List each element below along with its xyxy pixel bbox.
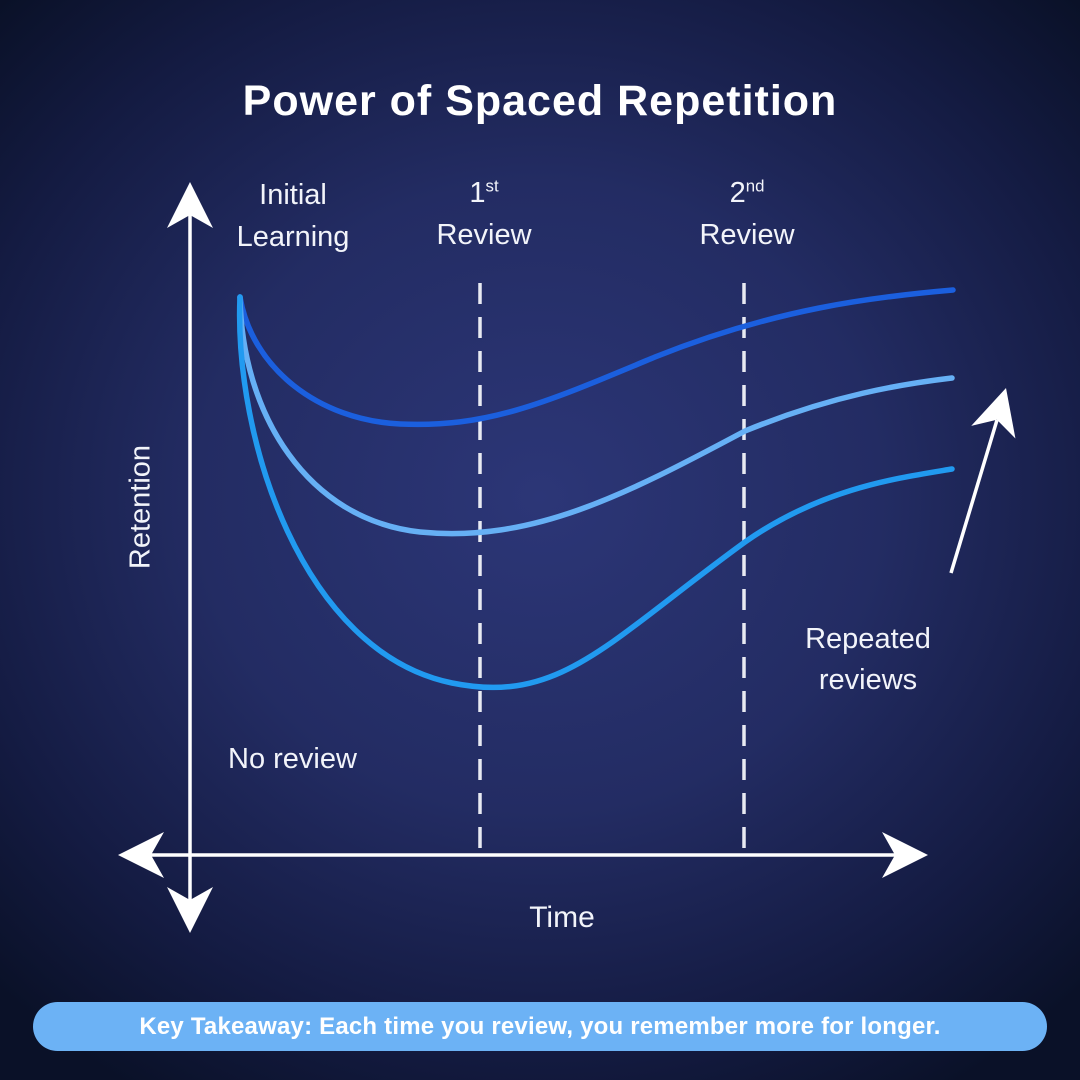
curve-no-review [236, 294, 955, 691]
page-title: Power of Spaced Repetition [242, 76, 838, 125]
x-axis-arrow [118, 832, 928, 878]
label-initial-learning: Initial Learning [236, 179, 350, 253]
x-axis-left-arrowhead-icon [118, 832, 164, 878]
y-axis-arrow [167, 182, 213, 933]
label-1st-review: 1st Review [436, 176, 532, 251]
y-axis-down-arrowhead-icon [167, 887, 213, 933]
key-takeaway-text: Key Takeaway: Each time you review, you … [139, 1012, 941, 1040]
key-takeaway-banner: Key Takeaway: Each time you review, you … [33, 1002, 1047, 1051]
label-2nd-review: 2nd Review [699, 176, 795, 251]
y-axis-label: Retention [124, 444, 157, 570]
y-axis-up-arrowhead-icon [167, 182, 213, 228]
curve-after-2nd-review [237, 287, 956, 428]
annotation-no-review: No review [228, 743, 357, 775]
curve-after-1st-review [237, 294, 955, 537]
x-axis-right-arrowhead-icon [882, 832, 928, 878]
annotation-repeated-reviews: Repeated reviews [805, 623, 931, 696]
x-axis-label: Time [529, 901, 595, 934]
repeated-reviews-up-arrow-icon [949, 388, 1016, 574]
